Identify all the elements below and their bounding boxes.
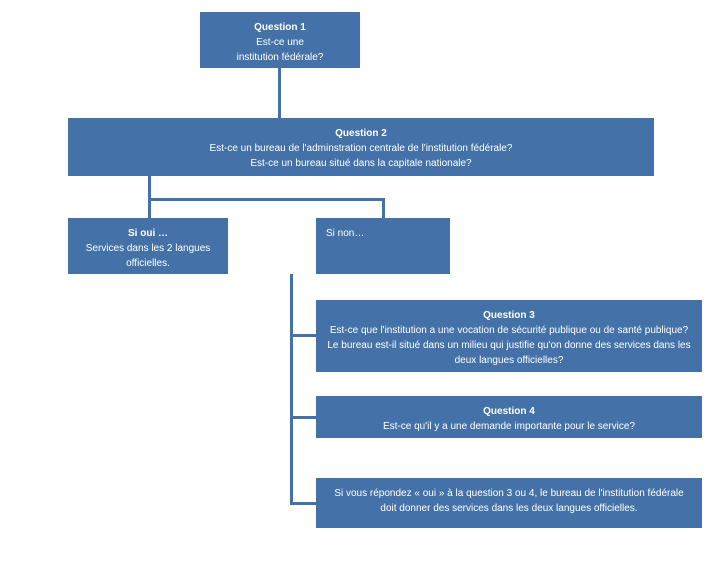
connector-5	[290, 334, 316, 337]
connector-0	[278, 68, 281, 118]
q2-line1: Est-ce un bureau de l'adminstration cent…	[78, 141, 644, 156]
connector-4	[290, 274, 293, 504]
q1-title: Question 1	[210, 20, 350, 35]
node-result: Si vous répondez « oui » à la question 3…	[316, 478, 702, 528]
yes-title: Si oui …	[78, 226, 218, 241]
connector-1	[148, 176, 151, 218]
q4-title: Question 4	[326, 404, 692, 419]
node-si-non: Si non…	[316, 218, 450, 274]
connector-7	[290, 502, 316, 505]
connector-2	[148, 198, 384, 201]
q2-line2: Est-ce un bureau situé dans la capitale …	[78, 156, 644, 171]
node-si-oui: Si oui … Services dans les 2 langues off…	[68, 218, 228, 274]
node-question-1: Question 1 Est-ce une institution fédéra…	[200, 12, 360, 68]
yes-line1: Services dans les 2 langues	[78, 241, 218, 256]
q2-title: Question 2	[78, 126, 644, 141]
q1-line2: institution fédérale?	[210, 50, 350, 65]
connector-3	[382, 198, 385, 218]
q4-line1: Est-ce qu'il y a une demande importante …	[326, 419, 692, 434]
q1-line1: Est-ce une	[210, 35, 350, 50]
q3-line1: Est-ce que l'institution a une vocation …	[326, 323, 692, 338]
node-question-4: Question 4 Est-ce qu'il y a une demande …	[316, 396, 702, 438]
connector-6	[290, 416, 316, 419]
node-question-2: Question 2 Est-ce un bureau de l'adminst…	[68, 118, 654, 176]
node-question-3: Question 3 Est-ce que l'institution a un…	[316, 300, 702, 372]
q3-line2: Le bureau est-il situé dans un milieu qu…	[326, 338, 692, 368]
no-title: Si non…	[326, 226, 440, 241]
result-line1: Si vous répondez « oui » à la question 3…	[326, 486, 692, 516]
q3-title: Question 3	[326, 308, 692, 323]
yes-line2: officielles.	[78, 256, 218, 271]
